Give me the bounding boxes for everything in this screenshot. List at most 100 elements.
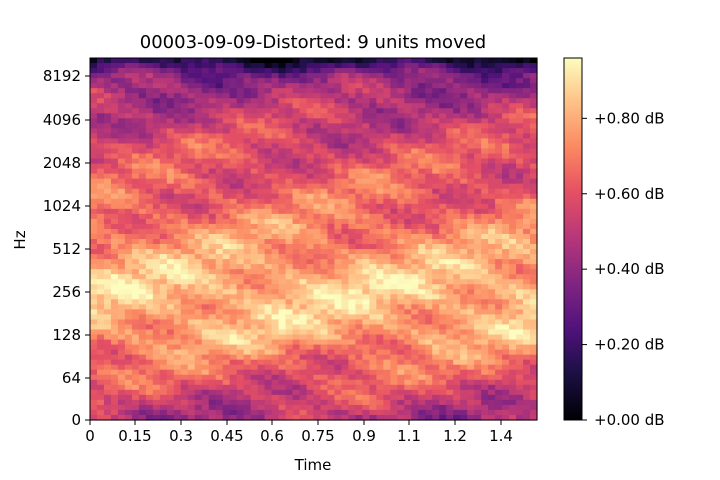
heatmap-cell: [425, 304, 433, 310]
heatmap-cell: [488, 254, 496, 260]
heatmap-cell: [96, 254, 105, 260]
heatmap-cell: [194, 173, 203, 180]
heatmap-cell: [362, 228, 370, 235]
heatmap-cell: [516, 143, 524, 150]
heatmap-cell: [138, 103, 147, 109]
heatmap-cell: [173, 103, 182, 109]
heatmap-cell: [383, 188, 391, 195]
heatmap-cell: [117, 208, 126, 215]
heatmap-cell: [159, 178, 168, 185]
heatmap-cell: [173, 203, 182, 210]
heatmap-cell: [278, 369, 287, 376]
heatmap-cell: [124, 63, 133, 69]
heatmap-cell: [124, 83, 133, 89]
heatmap-cell: [124, 68, 133, 74]
heatmap-cell: [131, 324, 140, 331]
heatmap-cell: [152, 334, 161, 341]
heatmap-cell: [509, 249, 517, 255]
heatmap-cell: [201, 208, 210, 215]
heatmap-cell: [453, 83, 461, 89]
heatmap-cell: [236, 218, 245, 225]
heatmap-cell: [390, 228, 398, 235]
heatmap-cell: [383, 299, 391, 305]
heatmap-cell: [138, 284, 147, 290]
heatmap-cell: [278, 329, 287, 336]
heatmap-cell: [313, 379, 322, 386]
heatmap-cell: [474, 233, 482, 240]
heatmap-cell: [222, 203, 231, 210]
heatmap-cell: [481, 364, 489, 371]
heatmap-cell: [341, 118, 350, 124]
heatmap-cell: [327, 113, 336, 119]
heatmap-cell: [495, 68, 503, 74]
heatmap-cell: [516, 299, 524, 305]
heatmap-cell: [432, 244, 440, 250]
heatmap-cell: [411, 344, 419, 351]
heatmap-cell: [222, 178, 231, 185]
heatmap-cell: [173, 93, 182, 99]
heatmap-cell: [90, 173, 98, 180]
heatmap-cell: [124, 143, 133, 150]
heatmap-cell: [117, 324, 126, 331]
heatmap-cell: [362, 133, 370, 140]
heatmap-cell: [446, 123, 454, 129]
heatmap-cell: [453, 269, 461, 275]
heatmap-cell: [453, 203, 461, 210]
heatmap-cell: [299, 319, 308, 326]
heatmap-cell: [446, 148, 454, 155]
heatmap-cell: [313, 354, 322, 361]
heatmap-cell: [229, 158, 238, 165]
heatmap-cell: [292, 203, 301, 210]
heatmap-cell: [334, 319, 343, 326]
heatmap-cell: [131, 58, 140, 64]
heatmap-cell: [201, 359, 210, 366]
heatmap-cell: [90, 188, 98, 195]
heatmap-cell: [173, 178, 182, 185]
heatmap-cell: [334, 269, 343, 275]
heatmap-cell: [341, 113, 350, 119]
heatmap-cell: [131, 394, 140, 401]
heatmap-cell: [278, 113, 287, 119]
heatmap-cell: [516, 274, 524, 280]
heatmap-cell: [425, 228, 433, 235]
heatmap-cell: [271, 218, 280, 225]
heatmap-cell: [306, 218, 315, 225]
heatmap-cell: [523, 244, 531, 250]
heatmap-cell: [152, 274, 161, 280]
heatmap-cell: [397, 103, 405, 109]
heatmap-cell: [278, 384, 287, 391]
heatmap-cell: [257, 379, 266, 386]
heatmap-cell: [187, 193, 196, 200]
heatmap-cell: [446, 98, 454, 104]
heatmap-cell: [334, 63, 343, 69]
heatmap-cell: [495, 223, 503, 230]
heatmap-cell: [173, 389, 182, 396]
heatmap-cell: [292, 359, 301, 366]
heatmap-cell: [117, 254, 126, 260]
heatmap-cell: [166, 299, 175, 305]
heatmap-cell: [502, 269, 510, 275]
heatmap-cell: [96, 203, 105, 210]
heatmap-cell: [411, 364, 419, 371]
heatmap-cell: [488, 78, 496, 84]
heatmap-cell: [166, 379, 175, 386]
heatmap-cell: [418, 319, 426, 326]
heatmap-cell: [201, 259, 210, 265]
heatmap-cell: [208, 58, 217, 64]
heatmap-cell: [292, 379, 301, 386]
heatmap-cell: [103, 359, 112, 366]
heatmap-cell: [299, 173, 308, 180]
heatmap-cell: [509, 143, 517, 150]
heatmap-cell: [432, 228, 440, 235]
heatmap-cell: [432, 274, 440, 280]
heatmap-cell: [404, 374, 412, 381]
heatmap-cell: [103, 173, 112, 180]
heatmap-cell: [229, 314, 238, 321]
heatmap-cell: [243, 113, 252, 119]
heatmap-cell: [264, 334, 273, 341]
heatmap-cell: [145, 259, 154, 265]
heatmap-cell: [257, 399, 266, 406]
heatmap-cell: [341, 133, 350, 140]
heatmap-cell: [201, 228, 210, 235]
heatmap-cell: [516, 354, 524, 361]
